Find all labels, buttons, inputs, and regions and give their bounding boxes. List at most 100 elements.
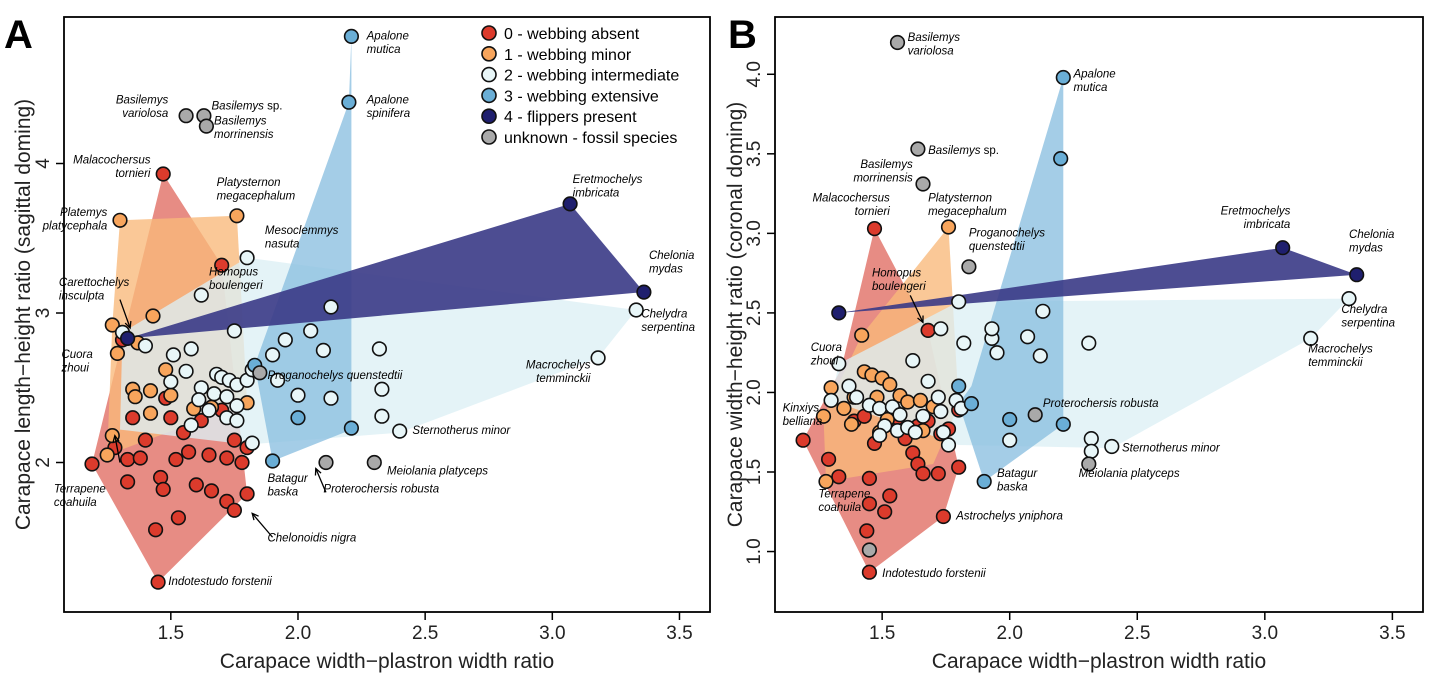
species-label: Apalone spinifera [366,95,410,121]
legend-label: 1 - webbing minor [504,47,632,64]
y-tick-label: 4.0 [744,61,765,87]
legend-swatch [481,25,497,41]
species-label: Batagur baska [997,468,1038,494]
point-class-0 [181,444,197,460]
species-label: Chelydra serpentina [1341,304,1395,330]
species-label: Kinxiys belliana [783,403,823,429]
hull-class-4 [127,203,644,339]
point-class-2 [229,413,245,429]
species-label: Chelonia mydas [1349,229,1394,255]
point-class-2 [940,437,957,453]
x-axis-label: Carapace width−plastron width ratio [932,650,1266,673]
point-class-0 [226,432,242,448]
point-class-4 [1349,267,1365,283]
point-class-2 [1083,431,1099,447]
point-class-2 [277,332,293,348]
point-class-0 [155,166,171,182]
point-class-2 [323,299,339,315]
point-class-1 [127,389,143,405]
legend-label: unknown - fossil species [504,130,677,147]
point-class-0 [188,477,204,493]
point-class-2 [951,294,967,310]
panel-letter: B [728,13,757,57]
point-class-3 [290,410,306,426]
point-class-2 [165,347,181,363]
point-class-2 [201,402,217,418]
annotation-arrow [315,468,327,493]
point-class-1 [163,387,179,403]
point-class-2 [984,321,1000,337]
point-class-0 [861,496,878,512]
plot-frame [63,16,711,613]
x-axis: 1.5 2.0 2.5 3.0 3.5 Carapace width−plastron w… [869,612,1406,673]
x-tick-label: 1.5 [869,623,895,644]
hull-class-4 [838,247,1357,313]
point-class-0 [859,523,875,539]
point-class-0 [861,564,878,580]
legend-label: 4 - flippers present [504,109,637,126]
point-class-2 [933,403,949,420]
annotation-arrowhead [314,467,322,476]
point-class-5 [1027,407,1043,423]
point-class-2 [930,389,946,405]
point-class-3 [265,453,281,469]
point-class-3 [1002,411,1018,428]
point-class-0 [155,481,171,498]
species-label: Mesoclemmys nasuta [265,225,339,251]
y-axis-label: Carapace length−height ratio (sagittal d… [12,99,35,530]
point-class-2 [935,424,952,440]
species-label: Cuora zhoui [810,342,842,368]
point-class-0 [831,469,847,485]
point-class-1 [99,447,115,463]
x-tick-label: 2.0 [285,623,311,644]
x-axis: 1.5 2.0 2.5 3.0 3.5 Carapace width−plastron w… [158,612,693,673]
point-class-0 [214,257,230,273]
species-label: Basilemys morrinensis [214,116,274,141]
point-class-2 [178,363,194,379]
point-class-1 [854,327,870,343]
point-class-2 [229,398,245,414]
x-tick-label: 1.5 [158,623,184,644]
species-label: Platysternon megacephalum [217,177,296,203]
annotation-arrow [251,512,274,538]
point-class-1 [912,392,929,409]
point-class-2 [831,356,847,372]
point-class-5 [910,141,926,157]
point-class-2 [1019,329,1036,345]
point-class-2 [871,427,888,444]
point-class-2 [905,353,921,369]
points [84,28,652,590]
point-class-2 [226,323,242,339]
point-class-2 [374,381,390,397]
y-tick-label: 1.0 [744,538,765,564]
annotation-arrow [119,299,131,329]
legend-label: 2 - webbing intermediate [504,68,679,85]
point-class-0 [920,322,936,339]
y-tick-label: 2.0 [744,379,765,405]
point-class-2 [163,374,179,390]
point-class-2 [823,392,839,409]
legend-swatch [481,66,497,83]
species-label: Malacochersus tornieri [73,155,151,181]
point-class-0 [219,450,235,466]
species-labels: Apalone mutica Apalone spinifera Basilemys va… [42,30,695,588]
species-label: Carettochelys insculpta [59,277,130,303]
point-class-2 [219,389,235,405]
point-class-2 [290,387,306,403]
legend-label: 0 - webbing absent [504,26,640,43]
point-class-1 [818,473,834,490]
point-class-0 [951,459,967,475]
point-class-2 [1303,330,1319,347]
point-class-5 [198,118,214,134]
point-class-3 [343,28,360,45]
point-class-5 [961,259,977,275]
panel-b: Basilemys variolosa Apalone mutica Basilemys… [724,13,1424,673]
panel-a: Apalone mutica Apalone spinifera Basilemys va… [4,13,711,673]
species-label: Basilemys sp. [928,145,999,157]
point-class-5 [178,108,194,124]
species-label: Apalone mutica [366,30,409,56]
point-class-2 [193,287,209,303]
point-class-4 [562,196,578,212]
point-class-4 [636,284,652,300]
